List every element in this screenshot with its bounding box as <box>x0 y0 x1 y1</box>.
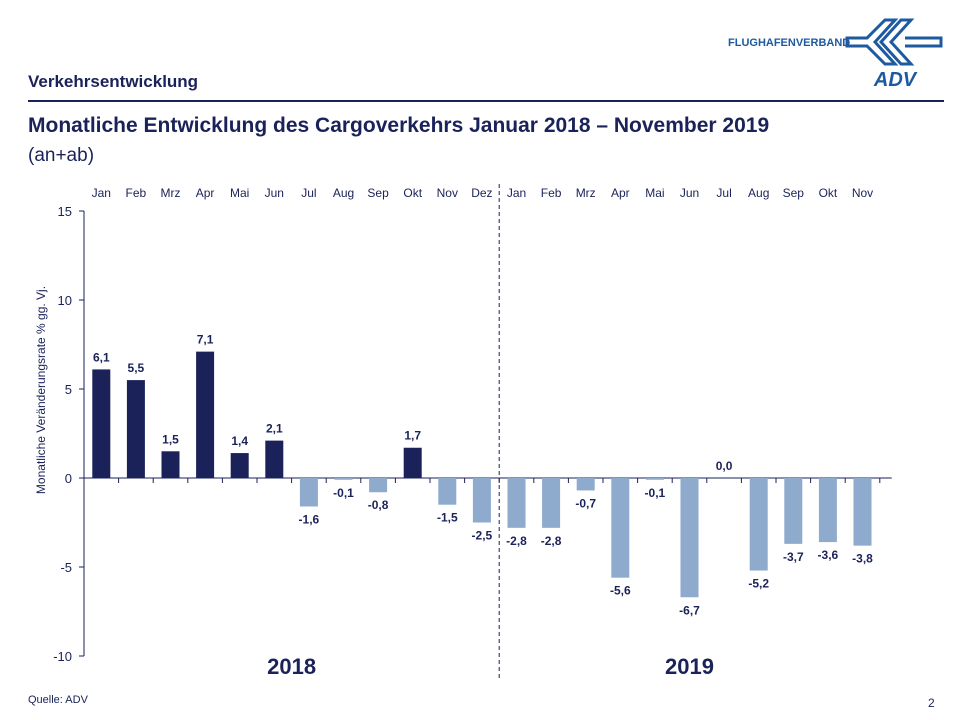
x-tick-label: Aug <box>333 186 354 200</box>
y-tick-label: 15 <box>58 204 72 219</box>
bar <box>680 478 699 598</box>
data-label: -0,7 <box>575 496 596 510</box>
y-axis-label: Monatliche Veränderungsrate % gg. Vj. <box>34 286 48 494</box>
bar <box>749 478 768 571</box>
data-label: -0,1 <box>333 486 354 500</box>
data-label: 1,7 <box>404 429 421 443</box>
x-tick-label: Jun <box>265 186 284 200</box>
bar <box>438 478 457 505</box>
bar <box>853 478 872 546</box>
x-tick-label: Sep <box>367 186 389 200</box>
x-tick-label: Okt <box>403 186 422 200</box>
data-label: -0,8 <box>368 498 389 512</box>
bar <box>403 447 422 478</box>
data-label: -0,1 <box>645 486 666 500</box>
x-tick-label: Aug <box>748 186 769 200</box>
data-label: -5,2 <box>748 577 769 591</box>
x-tick-label: Nov <box>852 186 873 200</box>
data-label: -5,6 <box>610 584 631 598</box>
source-note: Quelle: ADV <box>28 694 88 706</box>
bar <box>196 351 215 478</box>
bar <box>92 369 111 478</box>
data-label: -2,8 <box>506 534 527 548</box>
data-label: -3,6 <box>818 548 839 562</box>
year-label: 2019 <box>665 654 714 679</box>
x-tick-label: Mrz <box>161 186 181 200</box>
y-tick-label: 0 <box>65 471 72 486</box>
data-label: 0,0 <box>716 459 733 473</box>
bar <box>542 478 561 528</box>
x-tick-label: Okt <box>819 186 838 200</box>
data-label: 6,1 <box>93 350 110 364</box>
y-tick-label: -5 <box>60 560 72 575</box>
bar <box>161 451 180 478</box>
x-tick-label: Jan <box>507 186 526 200</box>
data-label: 2,1 <box>266 422 283 436</box>
x-tick-label: Feb <box>126 186 147 200</box>
data-label: 1,5 <box>162 432 179 446</box>
x-tick-label: Mai <box>645 186 664 200</box>
logo-text: FLUGHAFENVERBAND <box>728 37 851 49</box>
bar <box>507 478 526 528</box>
page-title: Monatliche Entwicklung des Cargoverkehrs… <box>28 114 770 137</box>
bar <box>472 478 491 523</box>
x-tick-label: Apr <box>611 186 630 200</box>
bar <box>576 478 595 491</box>
y-tick-label: 10 <box>58 293 72 308</box>
y-tick-label: 5 <box>65 382 72 397</box>
data-label: 5,5 <box>128 361 145 375</box>
data-label: 7,1 <box>197 333 214 347</box>
bar <box>334 478 353 480</box>
page-number: 2 <box>928 696 935 710</box>
bar <box>818 478 837 543</box>
bar <box>369 478 388 493</box>
bar <box>265 440 284 478</box>
x-tick-label: Mai <box>230 186 249 200</box>
bar <box>611 478 630 578</box>
header-divider <box>28 100 944 102</box>
year-label: 2018 <box>267 654 316 679</box>
x-tick-label: Jul <box>716 186 731 200</box>
y-tick-label: -10 <box>53 649 72 664</box>
x-tick-label: Jan <box>92 186 111 200</box>
data-label: 1,4 <box>231 434 248 448</box>
data-label: -1,5 <box>437 511 458 525</box>
section-title: Verkehrsentwicklung <box>28 72 199 91</box>
adv-logo-mark: ADV <box>873 69 918 90</box>
x-tick-label: Apr <box>196 186 215 200</box>
page-subtitle: (an+ab) <box>28 145 95 166</box>
bar <box>230 453 249 478</box>
bar <box>126 380 145 478</box>
data-label: -1,6 <box>299 512 320 526</box>
x-tick-label: Sep <box>783 186 805 200</box>
bar <box>299 478 318 507</box>
x-tick-label: Nov <box>437 186 458 200</box>
bar <box>784 478 803 544</box>
data-label: -3,8 <box>852 552 873 566</box>
data-label: -2,8 <box>541 534 562 548</box>
data-label: -2,5 <box>472 529 493 543</box>
adv-logo: ADV <box>845 18 943 90</box>
bar <box>645 478 664 480</box>
data-label: -3,7 <box>783 550 804 564</box>
x-tick-label: Dez <box>471 186 492 200</box>
x-tick-label: Jun <box>680 186 699 200</box>
x-tick-label: Feb <box>541 186 562 200</box>
data-label: -6,7 <box>679 603 700 617</box>
x-tick-label: Jul <box>301 186 316 200</box>
x-tick-label: Mrz <box>576 186 596 200</box>
